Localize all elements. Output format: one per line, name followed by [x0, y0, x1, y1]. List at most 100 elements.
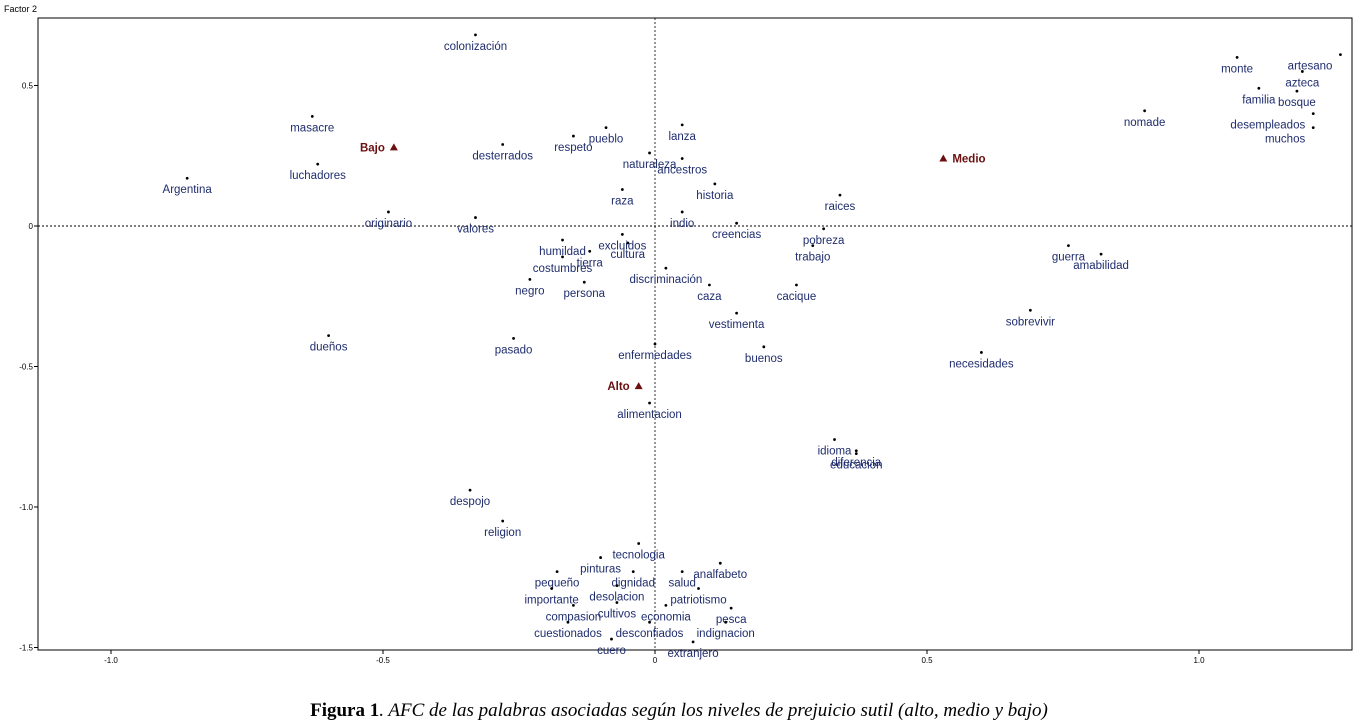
- word-label: originario: [365, 218, 412, 230]
- word-label: patriotismo: [670, 594, 726, 606]
- word-point: [1099, 252, 1103, 256]
- word-point: [387, 210, 390, 214]
- word-point: [316, 162, 320, 166]
- word-label: sobrevivir: [1006, 316, 1055, 328]
- word-point: [854, 449, 858, 453]
- caption-text: . AFC de las palabras asociadas según lo…: [379, 700, 1048, 721]
- word-point: [310, 115, 314, 118]
- word-point: [512, 337, 515, 340]
- word-point: [582, 280, 586, 284]
- word-label: historia: [696, 190, 734, 202]
- word-label: nomade: [1124, 117, 1166, 129]
- word-point: [610, 637, 613, 641]
- word-point: [735, 311, 738, 315]
- word-point: [648, 151, 651, 155]
- word-point: [1028, 308, 1032, 312]
- word-label: ancestros: [657, 165, 707, 177]
- word-label: desempleados: [1230, 120, 1305, 132]
- word-label: dueños: [310, 342, 348, 354]
- word-point: [555, 570, 559, 574]
- word-point: [1339, 53, 1342, 56]
- x-tick-label: -0.5: [376, 656, 390, 665]
- word-label: pobreza: [803, 235, 845, 247]
- word-label: despojo: [450, 496, 490, 508]
- word-point: [680, 570, 684, 574]
- word-label: salud: [668, 578, 696, 590]
- word-label: muchos: [1265, 134, 1306, 146]
- word-point: [653, 342, 657, 346]
- figure-caption: Figura 1. AFC de las palabras asociadas …: [0, 700, 1358, 722]
- word-label: idioma: [818, 446, 852, 458]
- word-label: desterrados: [472, 151, 533, 163]
- word-label: monte: [1221, 63, 1253, 75]
- word-label: pinturas: [580, 564, 621, 576]
- group-markers: Bajo Medio Alto: [360, 142, 986, 393]
- word-point: [838, 193, 842, 197]
- word-label: artesano: [1288, 61, 1333, 73]
- word-point: [626, 241, 630, 245]
- word-point: [708, 283, 711, 287]
- word-points: colonización masacre luchadores Argentina de…: [163, 33, 1342, 660]
- word-point: [680, 157, 684, 160]
- word-label: creencias: [712, 229, 761, 241]
- word-label: persona: [563, 288, 605, 300]
- word-label: indio: [670, 218, 694, 230]
- word-point: [468, 488, 472, 492]
- word-point: [566, 620, 570, 624]
- word-label: familia: [1242, 94, 1276, 106]
- word-label: pueblo: [589, 134, 624, 146]
- word-label: pasado: [495, 344, 533, 356]
- word-point: [822, 227, 826, 231]
- y-tick-label: -0.5: [19, 363, 33, 372]
- word-point: [713, 182, 717, 186]
- word-point: [1143, 109, 1146, 113]
- caption-label: Figura 1: [310, 700, 380, 721]
- word-point: [718, 561, 722, 565]
- word-label: cacique: [777, 291, 817, 303]
- group-label: Alto: [607, 381, 629, 393]
- word-point: [795, 283, 798, 287]
- word-label: religion: [484, 527, 521, 539]
- word-point: [572, 603, 575, 607]
- word-point: [1235, 56, 1239, 59]
- word-label: humildad: [539, 246, 586, 258]
- word-point: [185, 176, 189, 180]
- word-point: [1311, 126, 1315, 130]
- word-label: bosque: [1278, 97, 1316, 109]
- x-tick-label: 0.5: [921, 656, 933, 665]
- word-point: [588, 249, 592, 253]
- word-label: excluidos: [598, 240, 646, 252]
- afc-chart: Factor 2 -1.0 -0.5 0 0.5 1.0 0.5 0 -0.5 -1.0 -1.5…: [4, 4, 1353, 666]
- word-point: [811, 244, 815, 248]
- word-point: [620, 233, 624, 236]
- word-label: economia: [641, 611, 691, 623]
- word-label: pequeño: [535, 578, 580, 590]
- word-label: importante: [524, 594, 578, 606]
- word-point: [1295, 89, 1299, 93]
- word-label: enfermedades: [618, 350, 692, 362]
- word-label: masacre: [290, 122, 334, 134]
- word-point: [501, 143, 505, 146]
- word-point: [735, 221, 738, 225]
- word-point: [1257, 86, 1261, 90]
- word-point: [691, 640, 695, 644]
- plot-frame: [37, 17, 1353, 651]
- word-point: [615, 601, 619, 604]
- word-point: [474, 216, 477, 219]
- word-point: [729, 606, 733, 610]
- y-tick-label: -1.5: [19, 644, 33, 653]
- word-label: compasion: [546, 611, 602, 623]
- word-label: guerra: [1052, 252, 1086, 264]
- axis-ticks: -1.0 -0.5 0 0.5 1.0 0.5 0 -0.5 -1.0 -1.5: [19, 82, 1205, 666]
- word-point: [604, 126, 608, 130]
- word-label: naturaleza: [623, 159, 677, 171]
- word-label: costumbres: [533, 263, 593, 275]
- word-label: pesca: [716, 614, 747, 626]
- x-tick-label: 0: [653, 656, 658, 665]
- word-point: [762, 345, 766, 349]
- word-label: azteca: [1285, 77, 1319, 89]
- word-point: [697, 587, 700, 590]
- word-label: valores: [457, 224, 494, 236]
- word-point: [1300, 70, 1304, 73]
- word-label: tierra: [577, 257, 604, 269]
